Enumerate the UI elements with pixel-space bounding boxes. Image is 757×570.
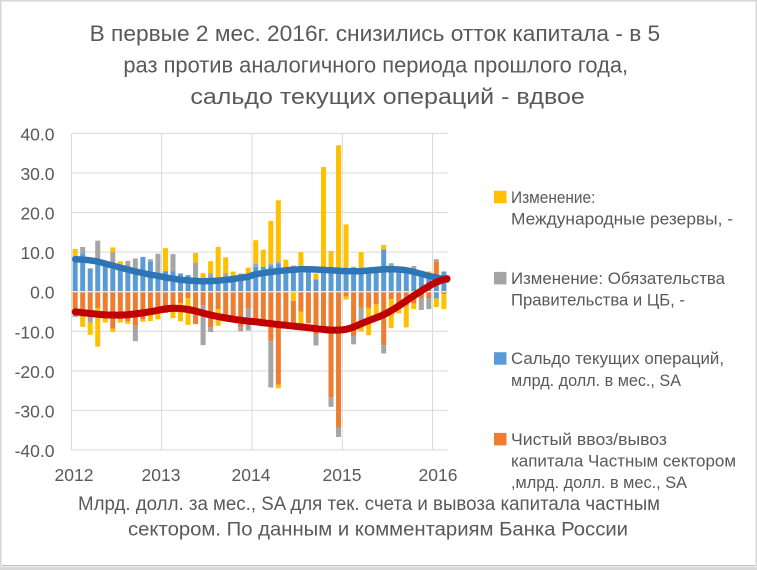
- svg-text:Международные резервы, -: Международные резервы, -: [511, 210, 733, 228]
- svg-text:-30.0: -30.0: [15, 401, 55, 421]
- svg-text:капитала Частным сектором: капитала Частным сектором: [511, 453, 736, 471]
- svg-text:сальдо текущих операций - вдво: сальдо текущих операций - вдвое: [190, 84, 584, 109]
- svg-text:2016: 2016: [419, 465, 458, 485]
- svg-text:40.0: 40.0: [20, 124, 54, 144]
- svg-text:-40.0: -40.0: [15, 441, 55, 461]
- svg-text:2014: 2014: [232, 465, 271, 485]
- svg-text:раз против аналогичного период: раз против аналогичного периода прошлого…: [123, 53, 628, 78]
- svg-text:Правительства и ЦБ, -: Правительства и ЦБ, -: [511, 292, 685, 310]
- svg-text:Изменение: Обязательства: Изменение: Обязательства: [511, 270, 726, 288]
- svg-text:В первые 2 мес. 2016г. снизили: В первые 2 мес. 2016г. снизились отток к…: [90, 21, 661, 46]
- svg-text:Млрд. долл. за мес., SA для те: Млрд. долл. за мес., SA для тек. счета и…: [78, 494, 660, 515]
- svg-text:Сальдо текущих операций,: Сальдо текущих операций,: [511, 350, 724, 368]
- svg-text:30.0: 30.0: [20, 164, 54, 184]
- svg-text:-10.0: -10.0: [15, 322, 55, 342]
- svg-text:2012: 2012: [55, 465, 94, 485]
- svg-text:,млрд. долл. в мес., SA: ,млрд. долл. в мес., SA: [511, 474, 687, 492]
- svg-text:Изменение:: Изменение:: [511, 189, 595, 207]
- svg-text:Чистый ввоз/вывоз: Чистый ввоз/вывоз: [511, 431, 667, 449]
- svg-text:сектором. По данным и коммента: сектором. По данным и комментариям Банка…: [128, 519, 628, 540]
- svg-text:млрд. долл. в мес., SA: млрд. долл. в мес., SA: [511, 372, 681, 390]
- svg-text:2013: 2013: [142, 465, 181, 485]
- svg-text:-20.0: -20.0: [15, 362, 55, 382]
- svg-text:0.0: 0.0: [30, 283, 55, 303]
- svg-text:20.0: 20.0: [20, 204, 54, 224]
- svg-text:2015: 2015: [323, 465, 362, 485]
- svg-text:10.0: 10.0: [20, 243, 54, 263]
